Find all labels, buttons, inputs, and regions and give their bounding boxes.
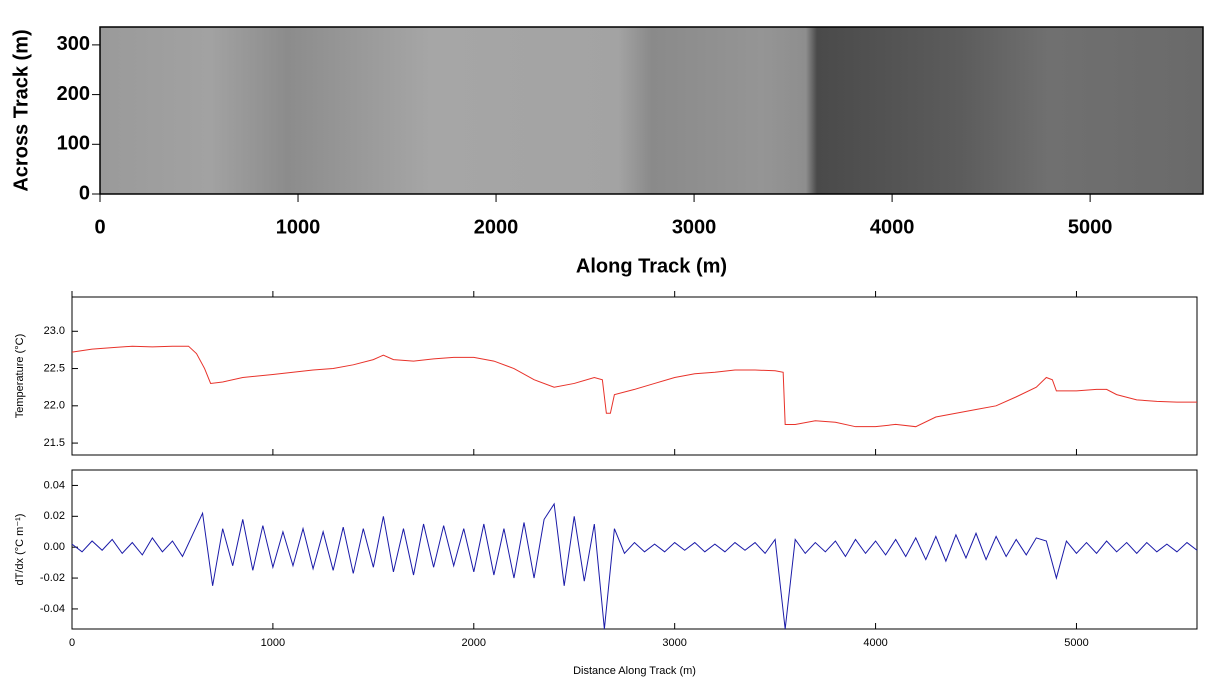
x-tick-label: 4000	[870, 216, 915, 238]
terrain-image	[100, 27, 1203, 194]
x-axis-label: Distance Along Track (m)	[573, 665, 696, 677]
y-tick-label: 300	[57, 33, 90, 55]
x-tick-label: 4000	[863, 637, 887, 649]
y-axis-label: Across Track (m)	[10, 29, 32, 191]
y-tick-label: 0.04	[44, 479, 65, 491]
plot-frame	[71, 469, 1198, 630]
x-tick-label: 3000	[672, 216, 717, 238]
x-tick-label: 5000	[1068, 216, 1113, 238]
data-line	[71, 502, 1198, 630]
y-tick-label: 0.02	[44, 510, 65, 522]
x-tick-label: 2000	[462, 637, 486, 649]
y-axis-label: dT/dx (°C m⁻¹)	[14, 514, 26, 586]
y-tick-label: 23.0	[44, 325, 65, 337]
plot-frame	[71, 296, 1198, 456]
y-tick-label: 0	[79, 182, 90, 204]
y-tick-label: 21.5	[44, 437, 65, 449]
x-tick-label: 0	[69, 637, 75, 649]
y-tick-label: 22.5	[44, 362, 65, 374]
y-tick-label: -0.04	[40, 603, 65, 615]
y-tick-label: 200	[57, 83, 90, 105]
y-axis-label: Temperature (°C)	[14, 334, 26, 418]
data-line	[71, 345, 1197, 428]
y-tick-label: 22.0	[44, 400, 65, 412]
x-tick-label: 2000	[474, 216, 519, 238]
x-axis-label: Along Track (m)	[576, 255, 727, 277]
x-tick-label: 3000	[662, 637, 686, 649]
x-tick-label: 0	[94, 216, 105, 238]
y-tick-label: -0.02	[40, 572, 65, 584]
y-tick-label: 0.00	[44, 541, 65, 553]
y-tick-label: 100	[57, 133, 90, 155]
plot-frame	[99, 26, 1204, 195]
x-tick-label: 5000	[1064, 637, 1088, 649]
x-tick-label: 1000	[261, 637, 285, 649]
x-tick-label: 1000	[276, 216, 321, 238]
